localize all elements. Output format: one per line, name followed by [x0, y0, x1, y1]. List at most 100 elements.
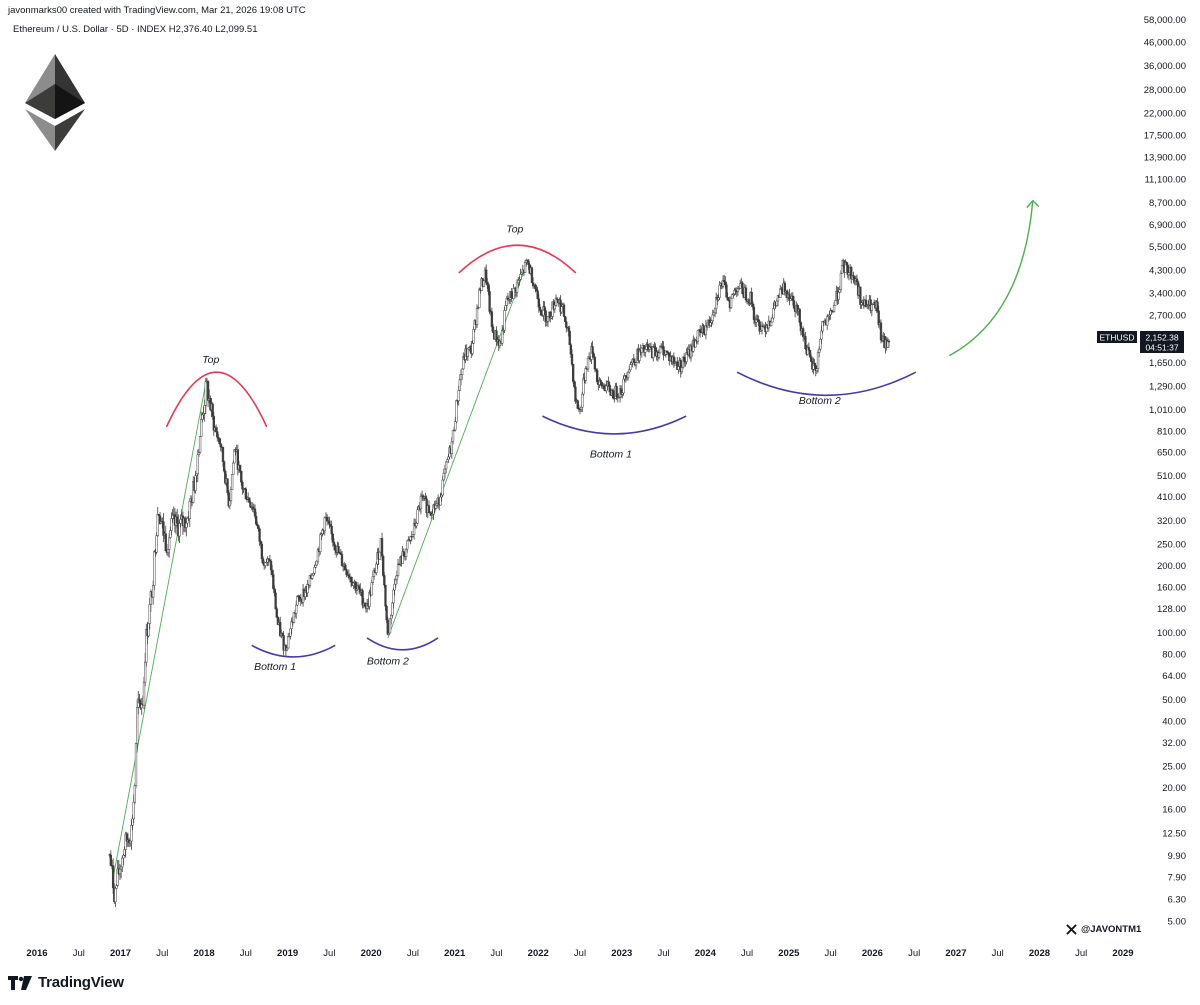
- y-tick-label: 1,290.00: [1149, 382, 1186, 393]
- candle: [530, 266, 534, 284]
- y-tick-label: 80.00: [1162, 649, 1186, 660]
- candle: [251, 502, 254, 513]
- time-axis: 2016 Jul 2017 Jul 2018 Jul 2019 Jul 2020 Jul 2021 J…: [26, 948, 1133, 959]
- y-tick-label: 32.00: [1162, 738, 1186, 749]
- bar-countdown: 04:51:37: [1145, 343, 1178, 353]
- candle: [612, 388, 615, 400]
- y-tick-label: 6.30: [1168, 894, 1187, 905]
- candle: [319, 532, 322, 555]
- candle: [114, 886, 117, 908]
- candle: [812, 357, 815, 375]
- tradingview-logo-icon: [8, 975, 32, 990]
- candle: [337, 542, 340, 554]
- x-logo-icon: [1066, 924, 1077, 935]
- x-tick-label: 2028: [1029, 948, 1050, 959]
- x-tick-label: 2027: [945, 948, 966, 959]
- candle: [382, 554, 385, 578]
- bottom-arc: [542, 415, 687, 435]
- x-tick-label: Jul: [992, 948, 1004, 959]
- y-tick-label: 650.00: [1157, 448, 1186, 459]
- y-tick-label: 9.90: [1168, 851, 1187, 862]
- candle: [662, 341, 665, 361]
- candle: [850, 266, 853, 284]
- current-price-label: ETHUSD 2,152.38 04:51:37: [1097, 331, 1184, 353]
- candle: [339, 549, 342, 555]
- symbol-label: ETHUSD: [1100, 333, 1135, 343]
- x-tick-label: Jul: [1075, 948, 1087, 959]
- candle: [244, 487, 248, 500]
- y-tick-label: 5.00: [1168, 917, 1187, 928]
- projection-arrow: [948, 199, 1040, 357]
- candle: [147, 623, 150, 638]
- candle: [886, 337, 889, 348]
- candle: [519, 268, 522, 281]
- x-tick-label: Jul: [156, 948, 168, 959]
- handle-text: @JAVONTM1: [1081, 924, 1142, 935]
- candle: [482, 280, 486, 288]
- candle: [550, 316, 553, 320]
- candle: [788, 288, 791, 306]
- candle: [241, 480, 244, 495]
- x-tick-label: Jul: [73, 948, 85, 959]
- candle: [289, 628, 292, 640]
- y-tick-label: 58,000.00: [1144, 15, 1186, 26]
- pattern-label: Bottom 1: [590, 448, 632, 460]
- bottom-arc: [366, 637, 439, 651]
- y-tick-label: 410.00: [1157, 492, 1186, 503]
- x-tick-label: Jul: [407, 948, 419, 959]
- x-tick-label: 2019: [277, 948, 298, 959]
- candle: [214, 424, 218, 433]
- tradingview-brand[interactable]: TradingView: [8, 974, 124, 991]
- candle: [118, 864, 122, 881]
- candle: [802, 326, 805, 342]
- y-tick-label: 2,700.00: [1149, 311, 1186, 322]
- candle: [852, 271, 855, 284]
- candle: [129, 840, 132, 847]
- candle: [876, 297, 879, 313]
- x-tick-label: 2016: [26, 948, 47, 959]
- candle: [359, 583, 362, 597]
- y-tick-label: 5,500.00: [1149, 242, 1186, 253]
- y-tick-label: 128.00: [1157, 604, 1186, 615]
- candle: [512, 284, 515, 299]
- y-tick-label: 16.00: [1162, 805, 1186, 816]
- candle: [696, 330, 700, 345]
- chart-symbol-line: Ethereum / U.S. Dollar · 5D · INDEX H2,3…: [13, 24, 258, 35]
- pattern-label: Top: [202, 354, 219, 366]
- candle: [704, 319, 708, 340]
- candle: [562, 302, 566, 318]
- symbol-label-bg: [1097, 331, 1137, 343]
- y-tick-label: 50.00: [1162, 695, 1186, 706]
- candle: [466, 348, 470, 362]
- candle: [185, 522, 188, 537]
- candle: [860, 301, 863, 309]
- candle: [685, 348, 688, 365]
- candle: [121, 855, 124, 872]
- tradingview-wordmark: TradingView: [38, 974, 124, 991]
- candle: [325, 513, 329, 526]
- y-tick-label: 20.00: [1162, 783, 1186, 794]
- candle: [729, 296, 733, 309]
- candle: [646, 339, 649, 352]
- bottom-arc: [251, 644, 336, 658]
- candle: [571, 363, 575, 384]
- candle: [559, 295, 562, 317]
- pattern-annotations: Top Bottom 1 Bottom 2 Top Bottom 1 Bottom 2: [165, 223, 917, 673]
- y-tick-label: 17,500.00: [1144, 131, 1186, 142]
- candle: [198, 436, 202, 454]
- x-tick-label: Jul: [323, 948, 335, 959]
- x-tick-label: Jul: [657, 948, 669, 959]
- y-tick-label: 320.00: [1157, 516, 1186, 527]
- y-tick-label: 64.00: [1162, 671, 1186, 682]
- candle: [361, 588, 364, 609]
- candle: [640, 347, 643, 358]
- candle: [887, 339, 891, 348]
- candle: [544, 307, 547, 327]
- y-tick-label: 46,000.00: [1144, 37, 1186, 48]
- candle: [266, 556, 269, 567]
- candle: [285, 647, 289, 652]
- candle: [736, 285, 740, 296]
- x-tick-label: 2020: [361, 948, 382, 959]
- candle: [563, 316, 567, 322]
- candle: [672, 352, 675, 368]
